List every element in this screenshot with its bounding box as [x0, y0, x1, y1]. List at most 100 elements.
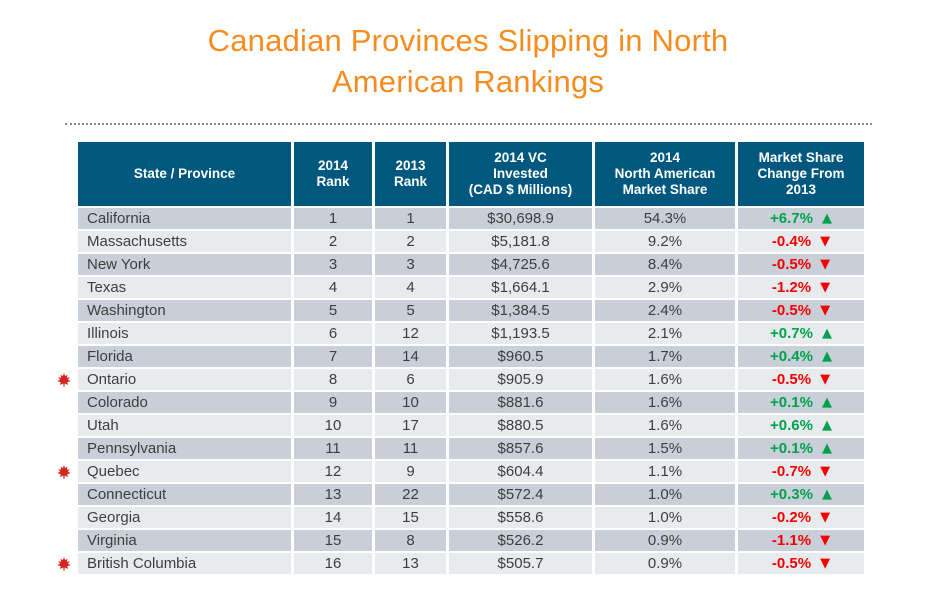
- change-value: -0.5%: [771, 256, 812, 273]
- state-name-cell: New York: [78, 254, 291, 275]
- vc-invested-cell: $4,725.6: [449, 254, 592, 275]
- rank-2013-cell: 9: [375, 461, 446, 482]
- change-value: +0.7%: [770, 325, 813, 342]
- trend-arrow-icon: ▼: [820, 280, 831, 295]
- rank-2013-cell: 2: [375, 231, 446, 252]
- state-name: Connecticut: [87, 486, 167, 503]
- market-share-cell: 54.3%: [595, 208, 735, 229]
- rank-2014-cell: 12: [294, 461, 372, 482]
- market-share-change-cell: +0.4% ▲: [738, 346, 864, 367]
- col-header-2013-rank: 2013 Rank: [375, 142, 446, 206]
- canada-flag-cell: [53, 231, 75, 252]
- rank-2014-cell: 14: [294, 507, 372, 528]
- trend-arrow-icon: ▲: [821, 211, 832, 226]
- state-name: British Columbia: [87, 555, 197, 572]
- vc-invested-cell: $881.6: [449, 392, 592, 413]
- vc-invested-cell: $526.2: [449, 530, 592, 551]
- rank-2014-cell: 5: [294, 300, 372, 321]
- rank-2013-cell: 15: [375, 507, 446, 528]
- vc-invested-cell: $880.5: [449, 415, 592, 436]
- header-gutter: [53, 142, 75, 206]
- market-share-cell: 1.6%: [595, 415, 735, 436]
- rank-2013-cell: 3: [375, 254, 446, 275]
- state-name: Illinois: [87, 325, 129, 342]
- vc-invested-cell: $505.7: [449, 553, 592, 574]
- canada-flag-cell: [53, 553, 75, 574]
- state-name-cell: Georgia: [78, 507, 291, 528]
- vc-invested-cell: $960.5: [449, 346, 592, 367]
- change-value: -0.7%: [771, 463, 812, 480]
- market-share-change-cell: -0.5% ▼: [738, 553, 864, 574]
- vc-invested-cell: $30,698.9: [449, 208, 592, 229]
- rank-2013-cell: 6: [375, 369, 446, 390]
- state-name-cell: Virginia: [78, 530, 291, 551]
- trend-arrow-icon: ▼: [820, 464, 831, 479]
- state-name: California: [87, 210, 151, 227]
- rank-2014-cell: 6: [294, 323, 372, 344]
- state-name-cell: Illinois: [78, 323, 291, 344]
- state-name-cell: Utah: [78, 415, 291, 436]
- rank-2013-cell: 4: [375, 277, 446, 298]
- canada-flag-cell: [53, 415, 75, 436]
- state-name: Ontario: [87, 371, 137, 388]
- rank-2013-cell: 13: [375, 553, 446, 574]
- canada-maple-leaf-icon: [57, 372, 71, 387]
- rankings-table: State / Province 2014 Rank 2013 Rank 201…: [53, 142, 936, 574]
- change-value: -0.5%: [771, 371, 812, 388]
- trend-arrow-icon: ▼: [820, 533, 831, 548]
- change-value: +0.6%: [770, 417, 813, 434]
- vc-invested-cell: $1,384.5: [449, 300, 592, 321]
- state-name-cell: Pennsylvania: [78, 438, 291, 459]
- table-row: Virginia 15 8 $526.2 0.9% -1.1% ▼: [53, 530, 936, 551]
- market-share-change-cell: -0.4% ▼: [738, 231, 864, 252]
- table-row: Washington 5 5 $1,384.5 2.4% -0.5% ▼: [53, 300, 936, 321]
- change-value: -0.2%: [771, 509, 812, 526]
- canada-flag-cell: [53, 254, 75, 275]
- rank-2014-cell: 15: [294, 530, 372, 551]
- table-row: British Columbia 16 13 $505.7 0.9% -0.5%…: [53, 553, 936, 574]
- table-row: Massachusetts 2 2 $5,181.8 9.2% -0.4% ▼: [53, 231, 936, 252]
- page-title: Canadian Provinces Slipping in North Ame…: [0, 20, 936, 102]
- state-name-cell: Texas: [78, 277, 291, 298]
- market-share-cell: 8.4%: [595, 254, 735, 275]
- market-share-cell: 1.7%: [595, 346, 735, 367]
- table-row: Pennsylvania 11 11 $857.6 1.5% +0.1% ▲: [53, 438, 936, 459]
- state-name-cell: Quebec: [78, 461, 291, 482]
- canada-flag-cell: [53, 461, 75, 482]
- canada-flag-cell: [53, 300, 75, 321]
- vc-invested-cell: $905.9: [449, 369, 592, 390]
- market-share-cell: 2.1%: [595, 323, 735, 344]
- change-value: +0.1%: [770, 440, 813, 457]
- market-share-cell: 2.4%: [595, 300, 735, 321]
- state-name: Massachusetts: [87, 233, 188, 250]
- table-row: Ontario 8 6 $905.9 1.6% -0.5% ▼: [53, 369, 936, 390]
- market-share-change-cell: -1.1% ▼: [738, 530, 864, 551]
- trend-arrow-icon: ▼: [820, 372, 831, 387]
- change-value: -0.4%: [771, 233, 812, 250]
- canada-flag-cell: [53, 438, 75, 459]
- rank-2014-cell: 16: [294, 553, 372, 574]
- table-row: California 1 1 $30,698.9 54.3% +6.7% ▲: [53, 208, 936, 229]
- state-name-cell: Colorado: [78, 392, 291, 413]
- canada-flag-cell: [53, 208, 75, 229]
- change-value: +0.1%: [770, 394, 813, 411]
- table-row: New York 3 3 $4,725.6 8.4% -0.5% ▼: [53, 254, 936, 275]
- trend-arrow-icon: ▲: [821, 441, 832, 456]
- state-name: Pennsylvania: [87, 440, 177, 457]
- canada-flag-cell: [53, 530, 75, 551]
- vc-invested-cell: $558.6: [449, 507, 592, 528]
- market-share-change-cell: +6.7% ▲: [738, 208, 864, 229]
- canada-flag-cell: [53, 346, 75, 367]
- col-header-state-province: State / Province: [78, 142, 291, 206]
- trend-arrow-icon: ▲: [821, 487, 832, 502]
- canada-flag-cell: [53, 323, 75, 344]
- market-share-cell: 1.5%: [595, 438, 735, 459]
- table-header-row: State / Province 2014 Rank 2013 Rank 201…: [53, 142, 936, 206]
- market-share-change-cell: +0.1% ▲: [738, 438, 864, 459]
- col-header-2014-rank: 2014 Rank: [294, 142, 372, 206]
- market-share-cell: 9.2%: [595, 231, 735, 252]
- market-share-change-cell: -0.5% ▼: [738, 369, 864, 390]
- trend-arrow-icon: ▼: [820, 556, 831, 571]
- rank-2014-cell: 10: [294, 415, 372, 436]
- canada-flag-cell: [53, 507, 75, 528]
